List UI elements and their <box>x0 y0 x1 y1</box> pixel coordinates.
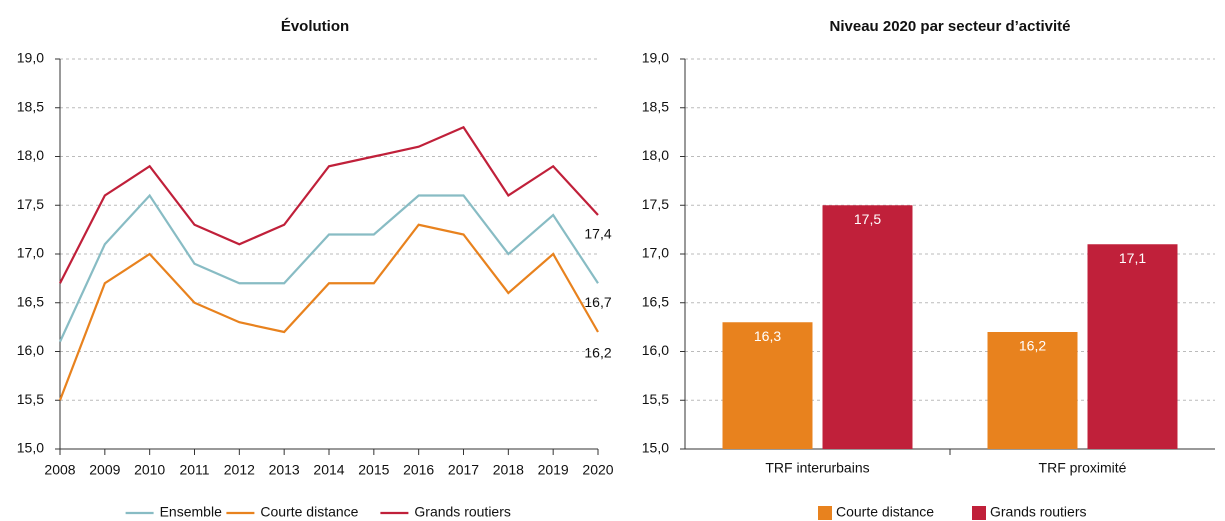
y-tick-label: 18,5 <box>642 98 669 114</box>
line-series <box>58 223 599 401</box>
y-tick-label: 17,0 <box>642 245 669 261</box>
y-tick-label: 15,0 <box>642 440 669 456</box>
legend-label: Courte distance <box>260 504 358 520</box>
legend-label: Ensemble <box>160 504 222 520</box>
x-tick-label: TRF interurbains <box>765 460 869 476</box>
data-label: 17,4 <box>584 226 611 242</box>
x-tick-label: 2014 <box>313 462 344 478</box>
x-tick-label: 2016 <box>403 462 434 478</box>
chart-title: Niveau 2020 par secteur d’activité <box>830 18 1071 35</box>
bar <box>722 322 813 449</box>
legend-label: Courte distance <box>836 504 934 520</box>
x-tick-label: 2012 <box>224 462 255 478</box>
y-tick-label: 16,5 <box>642 293 669 309</box>
y-tick-label: 15,5 <box>642 391 669 407</box>
data-label: 17,5 <box>854 211 881 227</box>
x-tick-label: 2020 <box>582 462 613 478</box>
data-label: 17,1 <box>1119 250 1146 266</box>
y-tick-label: 15,0 <box>17 440 44 456</box>
bar <box>822 205 913 449</box>
legend-swatch <box>818 506 832 520</box>
y-tick-label: 18,5 <box>17 98 44 114</box>
legend-swatch <box>972 506 986 520</box>
x-tick-label: TRF proximité <box>1039 460 1127 476</box>
data-label: 16,3 <box>754 328 781 344</box>
x-tick-label: 2009 <box>89 462 120 478</box>
y-tick-label: 17,5 <box>17 196 44 212</box>
x-tick-label: 2018 <box>493 462 524 478</box>
x-tick-label: 2017 <box>448 462 479 478</box>
data-label: 16,7 <box>584 294 611 310</box>
x-tick-label: 2013 <box>269 462 300 478</box>
x-tick-label: 2008 <box>44 462 75 478</box>
legend-label: Grands routiers <box>990 504 1086 520</box>
y-tick-label: 18,0 <box>17 147 44 163</box>
x-tick-label: 2011 <box>179 462 209 478</box>
x-tick-label: 2015 <box>358 462 389 478</box>
legend-label: Grands routiers <box>414 504 510 520</box>
data-label: 16,2 <box>1019 338 1046 354</box>
y-tick-label: 17,5 <box>642 196 669 212</box>
y-tick-label: 16,5 <box>17 293 44 309</box>
y-tick-label: 19,0 <box>17 50 44 66</box>
y-tick-label: 17,0 <box>17 245 44 261</box>
x-tick-label: 2019 <box>538 462 569 478</box>
y-tick-label: 16,0 <box>642 342 669 358</box>
line-series <box>59 193 599 343</box>
bar <box>1087 244 1178 449</box>
data-label: 16,2 <box>584 345 611 361</box>
y-tick-label: 15,5 <box>17 391 44 407</box>
y-tick-label: 16,0 <box>17 342 44 358</box>
y-tick-label: 19,0 <box>642 50 669 66</box>
line-series <box>59 125 599 284</box>
chart-title: Évolution <box>281 18 349 35</box>
y-tick-label: 18,0 <box>642 147 669 163</box>
bar <box>987 332 1078 449</box>
x-tick-label: 2010 <box>134 462 165 478</box>
